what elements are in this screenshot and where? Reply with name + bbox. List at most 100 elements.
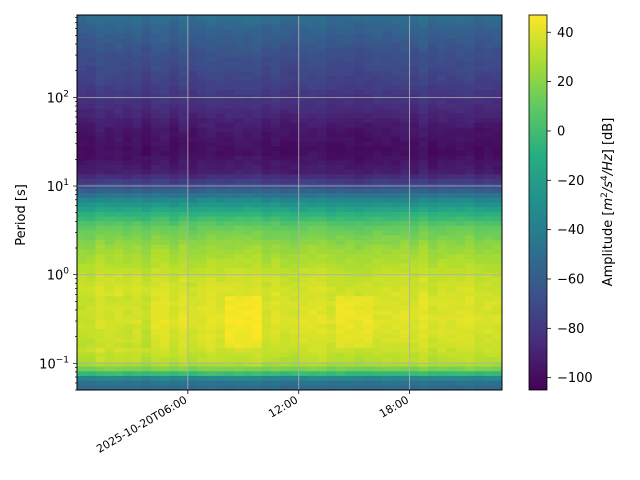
heatmap-cell [150,71,161,77]
heatmap-cell [252,75,263,82]
heatmap-cell [307,268,318,274]
heatmap-cell [326,207,337,213]
heatmap-cell [483,291,494,297]
heatmap-cell [141,254,152,260]
heatmap-cell [391,272,401,279]
heatmap-cell [150,197,161,204]
heatmap-cell [307,71,318,77]
heatmap-cell [372,19,383,25]
heatmap-cell [187,244,198,250]
heatmap-cell [271,375,281,382]
heatmap-cell [363,380,374,386]
heatmap-cell [206,113,217,119]
heatmap-cell [391,249,401,255]
heatmap-cell [455,343,466,349]
heatmap-cell [418,291,429,297]
heatmap-cell [289,263,300,269]
heatmap-cell [261,193,272,199]
heatmap-cell [372,244,383,250]
heatmap-cell [455,132,466,138]
heatmap-cell [298,38,309,44]
heatmap-cell [215,319,226,325]
heatmap-cell [465,43,475,49]
heatmap-cell [354,197,365,204]
heatmap-cell [465,258,475,265]
heatmap-cell [243,24,254,30]
heatmap-cell [335,338,346,344]
heatmap-cell [224,338,235,344]
heatmap-cell [354,329,365,335]
heatmap-cell [409,249,420,255]
heatmap-cell [418,225,429,232]
heatmap-cell [307,80,318,86]
heatmap-cell [95,347,106,354]
heatmap-cell [141,75,152,82]
heatmap-cell [132,15,143,21]
heatmap-cell [104,221,115,227]
heatmap-cell [141,357,152,363]
heatmap-cell [95,15,106,21]
heatmap-cell [298,19,309,25]
heatmap-cell [160,169,170,175]
heatmap-cell [215,75,226,82]
heatmap-cell [77,324,87,330]
heatmap-cell [215,333,226,340]
heatmap-cell [455,150,466,157]
heatmap-cell [224,169,235,175]
heatmap-cell [326,202,337,208]
heatmap-cell [243,296,254,302]
heatmap-cell [344,216,355,222]
heatmap-cell [271,122,281,129]
heatmap-cell [197,197,207,204]
heatmap-cell [234,375,244,382]
heatmap-cell [418,38,429,44]
heatmap-cell [95,207,106,213]
heatmap-cell [455,118,466,124]
heatmap-cell [317,202,328,208]
heatmap-cell [215,118,226,124]
heatmap-cell [104,329,115,335]
heatmap-cell [363,296,374,302]
heatmap-cell [197,43,207,49]
heatmap-cell [391,286,401,293]
heatmap-cell [326,268,337,274]
heatmap-cell [197,66,207,72]
heatmap-cell [289,296,300,302]
heatmap-cell [298,366,309,372]
heatmap-cell [298,258,309,265]
heatmap-cell [261,380,272,386]
heatmap-cell [446,169,457,175]
heatmap-cell [437,169,448,175]
heatmap-cell [86,291,97,297]
heatmap-cell [178,188,189,194]
heatmap-cell [95,305,106,311]
heatmap-cell [446,165,457,171]
heatmap-cell [418,132,429,138]
heatmap-cell [437,90,448,96]
heatmap-cell [317,207,328,213]
heatmap-cell [409,165,420,171]
heatmap-cell [150,90,161,96]
heatmap-cell [206,38,217,44]
heatmap-cell [141,118,152,124]
heatmap-cell [492,127,502,133]
heatmap-cell [261,29,272,35]
heatmap-cell [280,174,291,180]
heatmap-cell [243,19,254,25]
heatmap-cell [335,296,346,302]
heatmap-cell [280,319,291,325]
heatmap-cell [132,310,143,316]
heatmap-cell [178,136,189,143]
heatmap-cell [252,375,263,382]
heatmap-cell [446,272,457,279]
heatmap-cell [280,254,291,260]
heatmap-cell [243,85,254,91]
heatmap-cell [160,366,170,372]
heatmap-cell [492,75,502,82]
heatmap-cell [234,361,244,368]
heatmap-cell [234,315,244,321]
heatmap-cell [289,343,300,349]
heatmap-cell [474,118,485,124]
heatmap-cell [132,319,143,325]
heatmap-cell [187,249,198,255]
